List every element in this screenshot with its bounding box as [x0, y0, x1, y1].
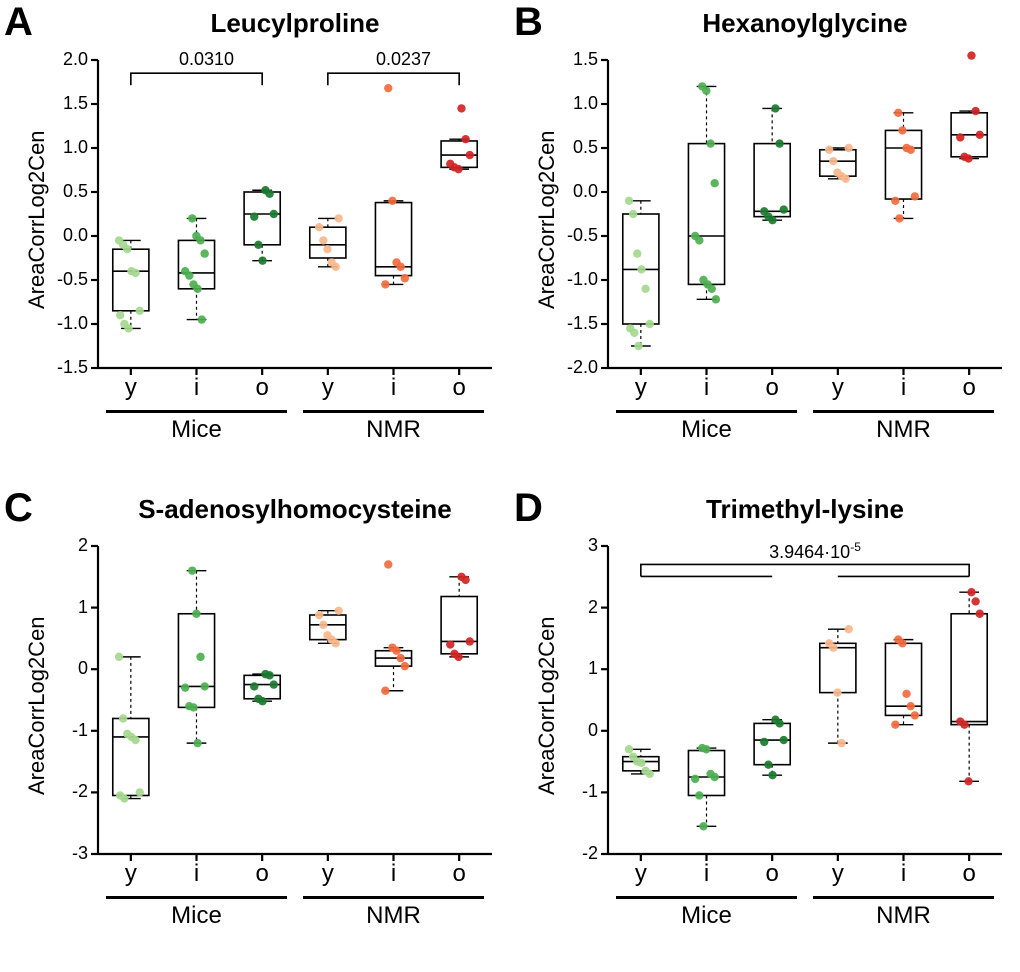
group-underline: [616, 896, 797, 899]
group-label: NMR: [303, 902, 484, 930]
x-category-label: y: [313, 374, 343, 402]
y-tick-label: -2.0: [567, 357, 598, 378]
x-category-label: i: [379, 374, 409, 402]
significance-label: 0.0237: [344, 49, 464, 70]
plot-svg: [98, 60, 492, 368]
plot-svg: [608, 60, 1002, 368]
group-underline: [303, 896, 484, 899]
y-tick-label: 2: [78, 535, 88, 556]
panel-B: B Hexanoylglycine AreaCorrLog2Cen -2.0 -1.5 -…: [510, 0, 1020, 486]
x-category-label: y: [626, 860, 656, 888]
group-underline: [106, 410, 287, 413]
y-tick-label: -2: [72, 781, 88, 802]
significance-label: 0.0310: [147, 49, 267, 70]
y-tick-label: -1: [72, 720, 88, 741]
y-tick-label: -3: [72, 843, 88, 864]
y-axis-label: AreaCorrLog2Cen: [24, 616, 50, 795]
plot-svg: [608, 546, 1002, 854]
y-tick-label: 1.0: [63, 137, 88, 158]
x-category-label: y: [116, 374, 146, 402]
y-axis-label: AreaCorrLog2Cen: [534, 130, 560, 309]
y-tick-label: 3: [588, 535, 598, 556]
x-category-label: o: [247, 860, 277, 888]
y-tick-label: -1.5: [57, 357, 88, 378]
x-category-label: i: [889, 374, 919, 402]
x-category-label: i: [182, 860, 212, 888]
y-tick-label: 1: [588, 658, 598, 679]
y-tick-label: 0: [78, 658, 88, 679]
y-tick-label: -0.5: [57, 269, 88, 290]
group-label: Mice: [616, 416, 797, 444]
x-category-label: y: [823, 860, 853, 888]
y-tick-label: 2.0: [63, 49, 88, 70]
x-category-label: y: [823, 374, 853, 402]
panel-D: D Trimethyl-lysine AreaCorrLog2Cen -2 -1 0 1 2 3…: [510, 486, 1020, 972]
x-category-label: i: [692, 860, 722, 888]
panel-title: Trimethyl-lysine: [608, 494, 1002, 525]
y-tick-label: 0.0: [63, 225, 88, 246]
x-category-label: i: [889, 860, 919, 888]
x-category-label: i: [379, 860, 409, 888]
group-label: Mice: [106, 416, 287, 444]
x-category-label: y: [116, 860, 146, 888]
group-label: Mice: [616, 902, 797, 930]
panel-C: C S-adenosylhomocysteine AreaCorrLog2Cen -3…: [0, 486, 510, 972]
x-category-label: o: [444, 374, 474, 402]
x-category-label: o: [757, 860, 787, 888]
x-category-label: i: [692, 374, 722, 402]
panel-letter: A: [4, 0, 33, 45]
x-category-label: o: [757, 374, 787, 402]
plot-svg: [98, 546, 492, 854]
y-tick-label: 1.5: [573, 49, 598, 70]
y-tick-label: 0.0: [573, 181, 598, 202]
x-category-label: y: [626, 374, 656, 402]
y-axis-label: AreaCorrLog2Cen: [24, 130, 50, 309]
significance-label: 3.9464·10-5: [755, 540, 875, 563]
group-label: NMR: [303, 416, 484, 444]
x-category-label: i: [182, 374, 212, 402]
y-tick-label: 0.5: [63, 181, 88, 202]
group-label: NMR: [813, 902, 994, 930]
group-underline: [106, 896, 287, 899]
group-underline: [303, 410, 484, 413]
panel-A: A Leucylproline AreaCorrLog2Cen -1.5 -1.0 -0.…: [0, 0, 510, 486]
panel-letter: C: [4, 486, 33, 531]
x-category-label: o: [954, 860, 984, 888]
y-tick-label: 1: [78, 597, 88, 618]
group-underline: [813, 410, 994, 413]
panel-title: Leucylproline: [98, 8, 492, 39]
y-axis-label: AreaCorrLog2Cen: [534, 616, 560, 795]
x-category-label: o: [247, 374, 277, 402]
y-tick-label: -1.0: [567, 269, 598, 290]
group-label: Mice: [106, 902, 287, 930]
x-category-label: o: [444, 860, 474, 888]
y-tick-label: -1.5: [567, 313, 598, 334]
y-tick-label: -1: [582, 781, 598, 802]
panel-title: Hexanoylglycine: [608, 8, 1002, 39]
y-tick-label: -1.0: [57, 313, 88, 334]
x-category-label: o: [954, 374, 984, 402]
y-tick-label: 2: [588, 597, 598, 618]
group-underline: [616, 410, 797, 413]
y-tick-label: 1.0: [573, 93, 598, 114]
x-category-label: y: [313, 860, 343, 888]
y-tick-label: 0.5: [573, 137, 598, 158]
group-label: NMR: [813, 416, 994, 444]
y-tick-label: -0.5: [567, 225, 598, 246]
panel-letter: D: [514, 486, 543, 531]
group-underline: [813, 896, 994, 899]
figure-root: A Leucylproline AreaCorrLog2Cen -1.5 -1.0 -0.…: [0, 0, 1020, 972]
panel-title: S-adenosylhomocysteine: [98, 494, 492, 525]
y-tick-label: 0: [588, 720, 598, 741]
y-tick-label: -2: [582, 843, 598, 864]
y-tick-label: 1.5: [63, 93, 88, 114]
panel-letter: B: [514, 0, 543, 45]
